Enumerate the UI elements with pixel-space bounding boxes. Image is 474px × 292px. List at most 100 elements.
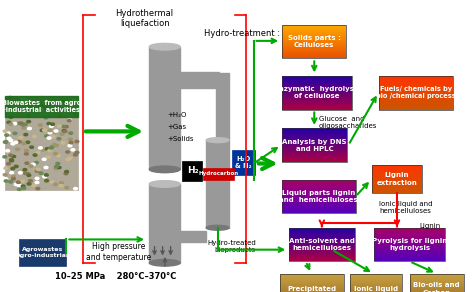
Bar	[350, 288, 402, 289]
Circle shape	[35, 170, 39, 172]
Bar	[282, 190, 356, 191]
Bar	[282, 135, 347, 136]
Circle shape	[66, 158, 70, 161]
Bar	[350, 282, 402, 283]
Circle shape	[4, 180, 8, 182]
Circle shape	[42, 158, 46, 160]
Bar	[289, 259, 355, 260]
Bar	[282, 155, 347, 156]
Bar	[374, 248, 445, 249]
Circle shape	[58, 115, 62, 117]
Circle shape	[18, 122, 21, 124]
Bar	[374, 249, 445, 250]
Bar	[282, 148, 347, 149]
Bar	[282, 157, 347, 158]
Circle shape	[9, 116, 13, 118]
Circle shape	[43, 175, 46, 178]
Bar	[282, 57, 346, 58]
Bar	[282, 83, 352, 84]
Bar	[282, 192, 356, 193]
Bar	[280, 280, 344, 281]
Bar	[282, 185, 356, 186]
Bar	[282, 131, 347, 132]
Circle shape	[24, 133, 27, 136]
Bar	[282, 89, 352, 90]
Bar	[379, 101, 453, 102]
Bar	[282, 53, 346, 54]
Circle shape	[75, 151, 79, 154]
Circle shape	[25, 162, 29, 164]
Bar	[372, 174, 422, 175]
Bar	[282, 36, 346, 37]
Bar	[350, 278, 402, 279]
Bar	[282, 81, 352, 82]
Bar	[289, 243, 355, 244]
Bar	[282, 107, 352, 108]
Bar	[282, 102, 352, 103]
Bar	[282, 28, 346, 29]
Bar	[282, 27, 346, 28]
Bar	[282, 85, 352, 86]
Bar	[374, 236, 445, 237]
Bar	[289, 252, 355, 253]
Bar	[282, 77, 352, 78]
Bar	[379, 97, 453, 98]
Circle shape	[54, 183, 57, 185]
Bar	[289, 242, 355, 243]
Bar	[350, 283, 402, 284]
Circle shape	[38, 104, 42, 106]
Text: Solids parts :
Celluloses: Solids parts : Celluloses	[288, 35, 340, 48]
Bar	[374, 240, 445, 241]
Bar	[282, 206, 356, 207]
Circle shape	[45, 180, 48, 182]
Circle shape	[73, 154, 77, 156]
Bar	[282, 199, 356, 200]
Bar	[282, 212, 356, 213]
Circle shape	[54, 167, 58, 170]
Text: Biowastes  from agro
-industrial  activities: Biowastes from agro -industrial activiti…	[2, 100, 81, 113]
Circle shape	[56, 162, 60, 165]
Bar	[410, 281, 464, 282]
Circle shape	[17, 185, 21, 187]
Bar	[350, 274, 402, 275]
Circle shape	[75, 140, 79, 143]
Bar	[289, 231, 355, 232]
Circle shape	[32, 105, 36, 108]
Circle shape	[10, 159, 14, 162]
Bar	[282, 84, 352, 85]
Circle shape	[27, 114, 30, 117]
Text: Hydrocarbon: Hydrocarbon	[198, 171, 238, 176]
Text: Pyrolysis for lignin
hydrolysis: Pyrolysis for lignin hydrolysis	[372, 238, 447, 251]
Bar	[410, 280, 464, 281]
Bar	[372, 181, 422, 182]
Bar	[282, 32, 346, 33]
Bar	[282, 86, 352, 87]
Circle shape	[59, 113, 63, 116]
Bar	[289, 230, 355, 231]
Circle shape	[22, 142, 26, 145]
Bar	[289, 240, 355, 241]
Bar	[379, 76, 453, 77]
Circle shape	[74, 113, 78, 115]
Circle shape	[65, 171, 69, 173]
Bar	[282, 30, 346, 31]
Bar	[282, 161, 347, 162]
Bar	[282, 95, 352, 96]
Circle shape	[26, 141, 30, 143]
Bar	[379, 79, 453, 80]
Bar	[350, 274, 402, 292]
Bar	[289, 229, 355, 230]
Bar	[372, 184, 422, 185]
Circle shape	[43, 129, 46, 131]
Bar	[282, 45, 346, 46]
Bar	[410, 290, 464, 291]
Bar	[379, 90, 453, 91]
Bar	[379, 105, 453, 106]
Bar	[289, 232, 355, 233]
Bar	[410, 277, 464, 278]
Bar	[372, 165, 422, 166]
Bar	[379, 104, 453, 105]
Bar	[282, 103, 352, 104]
Bar	[282, 101, 352, 102]
Bar	[282, 91, 352, 92]
